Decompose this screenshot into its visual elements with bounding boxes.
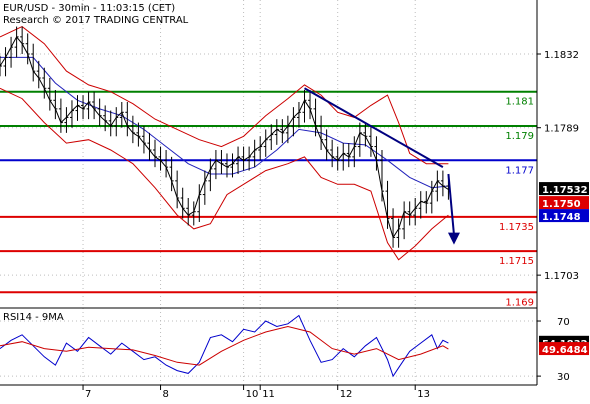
time-tick-label: 12 [340, 389, 353, 400]
rsi-badge [539, 342, 589, 356]
pivot-level-label: 1.177 [505, 165, 534, 176]
time-tick-label: 13 [417, 389, 430, 400]
chart-credit: Research © 2017 TRADING CENTRAL [3, 15, 189, 26]
time-tick-label: 8 [163, 389, 169, 400]
forecast-arrow-shaft [447, 173, 455, 235]
price-badge-label: 1.1748 [542, 212, 581, 223]
rsi-badge-label: 49.6484 [542, 345, 588, 356]
time-tick-label: 7 [85, 389, 91, 400]
resistance-level-label: 1.179 [505, 131, 534, 142]
price-layer [0, 26, 460, 248]
rsi-layer [0, 314, 449, 378]
price-badge [539, 209, 589, 223]
time-tick-label: 10 [246, 389, 259, 400]
bollinger-lower-line [0, 87, 449, 261]
bollinger-upper-line [0, 26, 449, 165]
rsi-tick-label: 30 [557, 372, 570, 383]
downtrend-line [303, 87, 444, 169]
rsi-ma-line [0, 325, 449, 366]
price-tick-label: 1.1832 [544, 50, 579, 61]
rsi-tick-label: 70 [557, 317, 570, 328]
level-layer: 1.181 1.179 1.177 1.1735 1.1715 1.169 [0, 90, 537, 308]
support-level-label: 1.1735 [499, 222, 534, 233]
grid-layer [0, 0, 537, 385]
price-badge [539, 196, 589, 210]
support-level-label: 1.1715 [499, 256, 534, 267]
label-layer: EUR/USD - 30min - 11:03:15 (CET) Researc… [3, 3, 189, 323]
price-badge [539, 182, 589, 196]
support-level-label: 1.169 [505, 297, 534, 308]
rsi-title: RSI14 - 9MA [3, 312, 64, 323]
forecast-arrow-head [447, 232, 460, 245]
price-badge-label: 1.1750 [542, 199, 581, 210]
price-tick-label: 1.1703 [544, 271, 579, 282]
chart-title: EUR/USD - 30min - 11:03:15 (CET) [3, 3, 175, 14]
price-badge-label: 1.17532 [542, 185, 588, 196]
resistance-level-label: 1.181 [505, 97, 534, 108]
price-tick-label: 1.1789 [544, 124, 579, 135]
time-tick-label: 11 [262, 389, 275, 400]
price-line [0, 36, 449, 239]
